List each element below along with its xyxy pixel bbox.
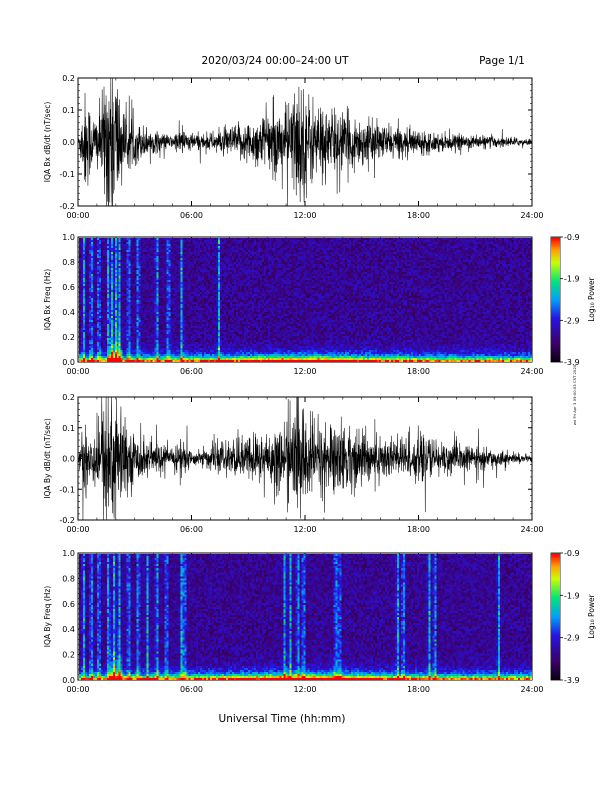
x-tick-label: 00:00 [66, 525, 89, 534]
y-tick-label: -0.2 [59, 516, 75, 525]
y-tick-label: 0.0 [62, 358, 75, 367]
y-tick-label: 1.0 [62, 233, 75, 242]
page-number: Page 1/1 [479, 55, 525, 67]
x-tick-label: 00:00 [66, 211, 89, 220]
x-tick-label: 12:00 [293, 367, 316, 376]
x-tick-label: 24:00 [520, 685, 543, 694]
x-tick-label: 18:00 [407, 525, 430, 534]
x-axis-label: Universal Time (hh:mm) [219, 713, 346, 725]
x-tick-label: 18:00 [407, 367, 430, 376]
y-tick-label: 0.2 [62, 74, 75, 83]
x-tick-label: 24:00 [520, 525, 543, 534]
y-tick-label: 0.6 [62, 600, 75, 609]
y-tick-label: 0.8 [62, 574, 75, 583]
y-axis-label: IQA By dB/dt (nT/sec) [43, 418, 52, 499]
x-tick-label: 12:00 [293, 211, 316, 220]
by-spectrogram-image [79, 554, 532, 680]
colorbar-tick-label: -0.9 [564, 549, 580, 558]
y-tick-label: 0.0 [62, 455, 75, 464]
x-tick-label: 06:00 [180, 525, 203, 534]
y-tick-label: 0.2 [62, 651, 75, 660]
side-note: wd Fri Apr 3 09:00:03 CST 2020 [572, 364, 577, 425]
x-tick-label: 12:00 [293, 525, 316, 534]
y-tick-label: 1.0 [62, 549, 75, 558]
y-tick-label: 0.6 [62, 283, 75, 292]
x-tick-label: 18:00 [407, 211, 430, 220]
x-tick-label: 24:00 [520, 211, 543, 220]
waveform-series [77, 77, 533, 207]
y-tick-label: -0.2 [59, 202, 75, 211]
y-tick-label: 0.8 [62, 258, 75, 267]
x-tick-label: 24:00 [520, 367, 543, 376]
colorbar-tick-label: -3.9 [564, 358, 580, 367]
x-tick-label: 18:00 [407, 685, 430, 694]
bx-spectrogram-image [79, 238, 532, 362]
x-tick-label: 00:00 [66, 685, 89, 694]
y-tick-label: 0.0 [62, 676, 75, 685]
colorbar-tick-label: -2.9 [564, 634, 580, 643]
x-tick-label: 06:00 [180, 211, 203, 220]
y-tick-label: -0.1 [59, 170, 75, 179]
x-tick-label: 06:00 [180, 367, 203, 376]
colorbar-tick-label: -1.9 [564, 275, 580, 284]
by-dbdt-panel: 0.2 0.1 0.0 -0.1 -0.200:00 06:00 12:00 18:00 24:… [43, 393, 544, 534]
by-colorbar-image [551, 553, 560, 680]
waveform-series [77, 396, 533, 521]
y-axis-label: IQA Bx dB/dt (nT/sec) [43, 102, 52, 183]
bx-dbdt-panel: 0.2 0.1 0.0 -0.1 -0.200:00 06:00 12:00 18:00 24:… [43, 74, 544, 220]
y-tick-label: 0.2 [62, 333, 75, 342]
colorbar-tick-label: -3.9 [564, 676, 580, 685]
colorbar-label: Log₁₀ Power [587, 276, 596, 321]
colorbar-tick-label: -2.9 [564, 316, 580, 325]
y-axis-label: IQA Bx Freq (Hz) [43, 269, 52, 331]
y-tick-label: -0.1 [59, 485, 75, 494]
y-axis-label: IQA By Freq (Hz) [43, 586, 52, 648]
colorbar-label: Log₁₀ Power [587, 593, 596, 638]
page-title: 2020/03/24 00:00–24:00 UT [201, 55, 349, 67]
y-tick-label: 0.4 [62, 625, 75, 634]
x-tick-label: 00:00 [66, 367, 89, 376]
x-tick-label: 06:00 [180, 685, 203, 694]
colorbar-tick-label: -0.9 [564, 233, 580, 242]
x-tick-label: 12:00 [293, 685, 316, 694]
colorbar-tick-label: -1.9 [564, 591, 580, 600]
y-tick-label: 0.1 [62, 106, 75, 115]
y-tick-label: 0.0 [62, 138, 75, 147]
y-tick-label: 0.1 [62, 424, 75, 433]
y-tick-label: 0.4 [62, 308, 75, 317]
bx-colorbar-image [551, 237, 560, 362]
y-tick-label: 0.2 [62, 393, 75, 402]
